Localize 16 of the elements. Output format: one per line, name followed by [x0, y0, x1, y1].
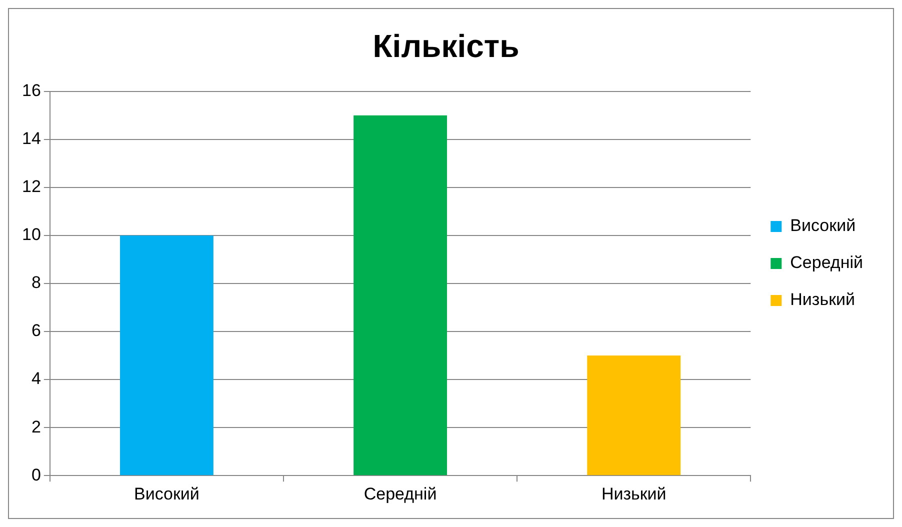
x-tick-label: Високий — [134, 484, 200, 504]
legend-label: Середній — [790, 253, 864, 272]
chart-title: Кількість — [372, 28, 520, 64]
y-tick-label: 12 — [22, 177, 41, 196]
y-tick-label: 14 — [22, 129, 41, 148]
y-tick-label: 2 — [31, 417, 41, 436]
y-tick-label: 6 — [31, 321, 41, 340]
y-tick-label: 4 — [31, 369, 41, 388]
x-tick-label: Середній — [364, 484, 437, 504]
y-tick-label: 16 — [22, 81, 41, 100]
legend-label: Високий — [790, 216, 856, 236]
y-tick-label: 10 — [22, 225, 41, 244]
x-tick-label: Низький — [601, 484, 666, 504]
legend-label: Низький — [790, 290, 856, 310]
y-tick-label: 8 — [31, 273, 41, 292]
y-tick-label: 0 — [31, 465, 41, 484]
